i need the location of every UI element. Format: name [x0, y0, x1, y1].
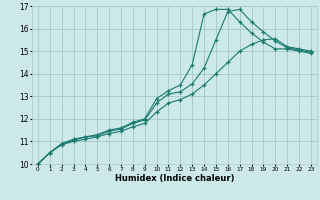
X-axis label: Humidex (Indice chaleur): Humidex (Indice chaleur): [115, 174, 234, 183]
